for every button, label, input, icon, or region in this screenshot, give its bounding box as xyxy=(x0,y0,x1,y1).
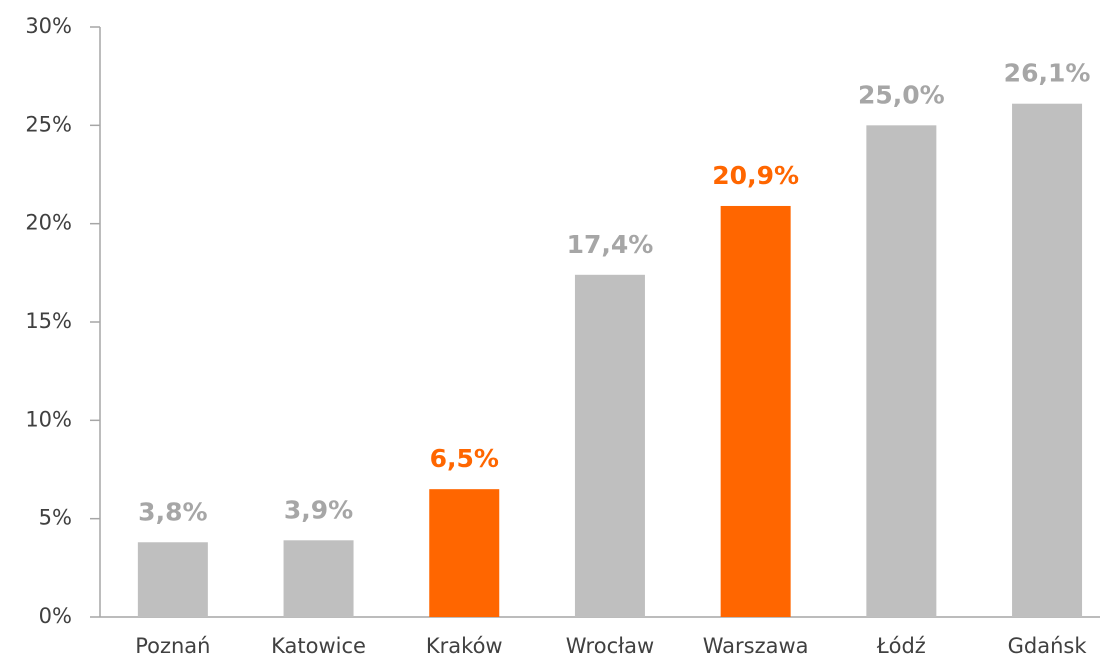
y-tick-label: 0% xyxy=(39,604,72,628)
x-tick-label: Wrocław xyxy=(566,634,654,658)
bar xyxy=(1012,103,1083,617)
value-label: 6,5% xyxy=(430,444,499,473)
value-label: 17,4% xyxy=(567,230,654,259)
value-label: 3,8% xyxy=(138,497,207,526)
x-tick-label: Łódź xyxy=(876,634,926,658)
y-tick-label: 5% xyxy=(39,506,72,530)
bar xyxy=(283,540,354,617)
value-label: 26,1% xyxy=(1004,59,1091,88)
bar xyxy=(574,274,645,617)
value-label: 20,9% xyxy=(712,161,799,190)
bar xyxy=(866,125,937,617)
x-tick-label: Gdańsk xyxy=(1008,634,1088,658)
x-tick-label: Kraków xyxy=(426,634,503,658)
y-tick-label: 30% xyxy=(25,14,72,38)
x-tick-label: Warszawa xyxy=(703,634,809,658)
value-label: 25,0% xyxy=(858,80,945,109)
x-tick-label: Poznań xyxy=(135,634,210,658)
bar xyxy=(137,542,208,617)
x-tick-label: Katowice xyxy=(271,634,366,658)
y-tick-label: 20% xyxy=(25,211,72,235)
y-tick-label: 15% xyxy=(25,309,72,333)
y-tick-label: 10% xyxy=(25,407,72,431)
bar xyxy=(720,205,791,617)
value-label: 3,9% xyxy=(284,495,353,524)
bar xyxy=(429,489,500,617)
y-tick-label: 25% xyxy=(25,112,72,136)
